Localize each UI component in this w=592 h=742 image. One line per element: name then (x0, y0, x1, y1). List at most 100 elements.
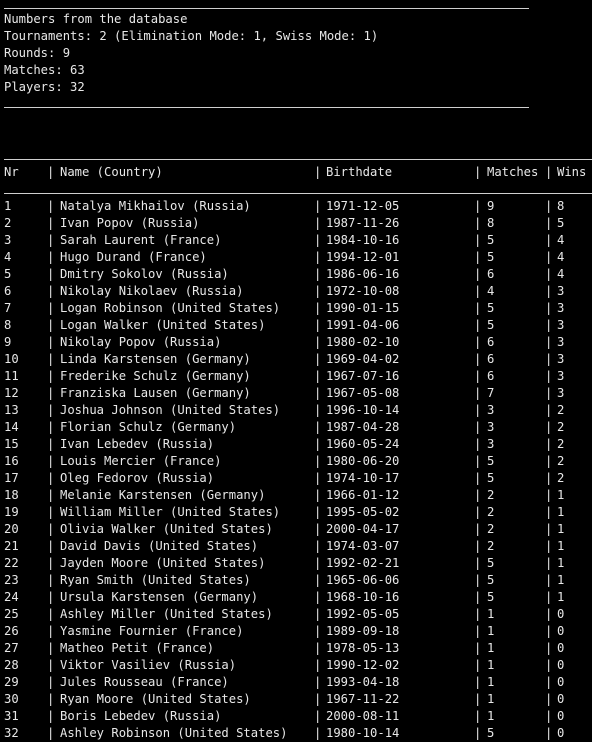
cell-name: Oleg Fedorov (Russia) (60, 471, 215, 485)
cell-nr: 18 (4, 488, 19, 502)
column-separator: | (47, 420, 55, 434)
cell-wins: 1 (557, 539, 565, 553)
column-separator: | (545, 539, 553, 553)
cell-matches: 5 (487, 250, 495, 264)
cell-birthdate: 1980-06-20 (326, 454, 400, 468)
column-separator: | (474, 539, 482, 553)
column-separator: | (545, 386, 553, 400)
cell-matches: 5 (487, 471, 495, 485)
column-separator: | (314, 301, 322, 315)
table-row: 22 | Jayden Moore (United States) | 1992-02-… (4, 555, 592, 572)
cell-name: Logan Walker (United States) (60, 318, 266, 332)
cell-nr: 21 (4, 539, 19, 553)
table-row: 20 | Olivia Walker (United States) | 2000-04… (4, 521, 592, 538)
column-separator: | (314, 692, 322, 706)
header-name: Name (Country) (60, 165, 163, 179)
column-separator: | (545, 284, 553, 298)
cell-name: Ivan Lebedev (Russia) (60, 437, 215, 451)
column-separator: | (474, 454, 482, 468)
cell-name: Hugo Durand (France) (60, 250, 207, 264)
column-separator: | (314, 216, 322, 230)
column-separator: | (545, 216, 553, 230)
cell-matches: 9 (487, 199, 495, 213)
column-separator: | (47, 573, 55, 587)
summary-rounds: Rounds: 9 (4, 46, 71, 60)
cell-nr: 8 (4, 318, 12, 332)
column-separator: | (314, 607, 322, 621)
column-separator: | (474, 590, 482, 604)
column-separator: | (474, 505, 482, 519)
column-separator: | (545, 624, 553, 638)
cell-birthdate: 1989-09-18 (326, 624, 400, 638)
column-separator: | (314, 233, 322, 247)
cell-name: David Davis (United States) (60, 539, 259, 553)
cell-wins: 0 (557, 709, 565, 723)
column-separator: | (314, 335, 322, 349)
cell-name: Ryan Smith (United States) (60, 573, 251, 587)
column-separator: | (47, 335, 55, 349)
cell-matches: 2 (487, 522, 495, 536)
column-separator: | (314, 437, 322, 451)
cell-birthdate: 1992-05-05 (326, 607, 400, 621)
cell-wins: 4 (557, 267, 565, 281)
cell-matches: 5 (487, 590, 495, 604)
cell-nr: 1 (4, 199, 12, 213)
cell-nr: 13 (4, 403, 19, 417)
column-separator: | (314, 199, 322, 213)
column-separator: | (474, 624, 482, 638)
column-separator: | (545, 726, 553, 740)
table-header-rule (4, 193, 592, 194)
cell-name: Ursula Karstensen (Germany) (60, 590, 259, 604)
column-separator: | (47, 709, 55, 723)
cell-matches: 5 (487, 318, 495, 332)
column-separator: | (545, 573, 553, 587)
column-separator: | (545, 403, 553, 417)
table-row: 18 | Melanie Karstensen (Germany) | 1966-01-… (4, 487, 592, 504)
cell-wins: 5 (557, 216, 565, 230)
cell-name: Frederike Schulz (Germany) (60, 369, 251, 383)
cell-birthdate: 1967-05-08 (326, 386, 400, 400)
table-row: 6 | Nikolay Nikolaev (Russia) | 1972-10-08 | 4… (4, 283, 592, 300)
column-separator: | (474, 641, 482, 655)
cell-wins: 0 (557, 624, 565, 638)
cell-wins: 0 (557, 726, 565, 740)
cell-name: Boris Lebedev (Russia) (60, 709, 222, 723)
column-separator: | (47, 641, 55, 655)
summary-top-rule (4, 8, 529, 9)
cell-matches: 6 (487, 267, 495, 281)
column-separator: | (545, 420, 553, 434)
cell-nr: 15 (4, 437, 19, 451)
column-separator: | (47, 199, 55, 213)
table-row: 3 | Sarah Laurent (France) | 1984-10-16 | 5 | 4 (4, 232, 592, 249)
column-separator: | (47, 607, 55, 621)
cell-name: Linda Karstensen (Germany) (60, 352, 251, 366)
cell-birthdate: 1972-10-08 (326, 284, 400, 298)
cell-nr: 5 (4, 267, 12, 281)
cell-nr: 4 (4, 250, 12, 264)
cell-wins: 3 (557, 335, 565, 349)
cell-matches: 1 (487, 692, 495, 706)
column-separator: | (545, 318, 553, 332)
cell-wins: 1 (557, 488, 565, 502)
table-row: 23 | Ryan Smith (United States) | 1965-06-06… (4, 572, 592, 589)
summary-tournaments: Tournaments: 2 (Elimination Mode: 1, Swi… (4, 29, 379, 43)
cell-name: Logan Robinson (United States) (60, 301, 281, 315)
table-top-rule (4, 159, 592, 160)
cell-nr: 22 (4, 556, 19, 570)
column-separator: | (314, 403, 322, 417)
cell-wins: 8 (557, 199, 565, 213)
column-separator: | (474, 284, 482, 298)
column-separator: | (474, 335, 482, 349)
cell-name: Nikolay Nikolaev (Russia) (60, 284, 244, 298)
cell-nr: 7 (4, 301, 12, 315)
table-row: 4 | Hugo Durand (France) | 1994-12-01 | 5 | 4 (4, 249, 592, 266)
table-row: 26 | Yasmine Fournier (France) | 1989-09-18 |… (4, 623, 592, 640)
column-separator: | (47, 250, 55, 264)
column-separator: | (314, 522, 322, 536)
cell-birthdate: 1974-03-07 (326, 539, 400, 553)
cell-wins: 3 (557, 386, 565, 400)
table-row: 16 | Louis Mercier (France) | 1980-06-20 | 5 | 2 (4, 453, 592, 470)
table-row: 9 | Nikolay Popov (Russia) | 1980-02-10 | 6 | 3 (4, 334, 592, 351)
column-separator: | (474, 403, 482, 417)
